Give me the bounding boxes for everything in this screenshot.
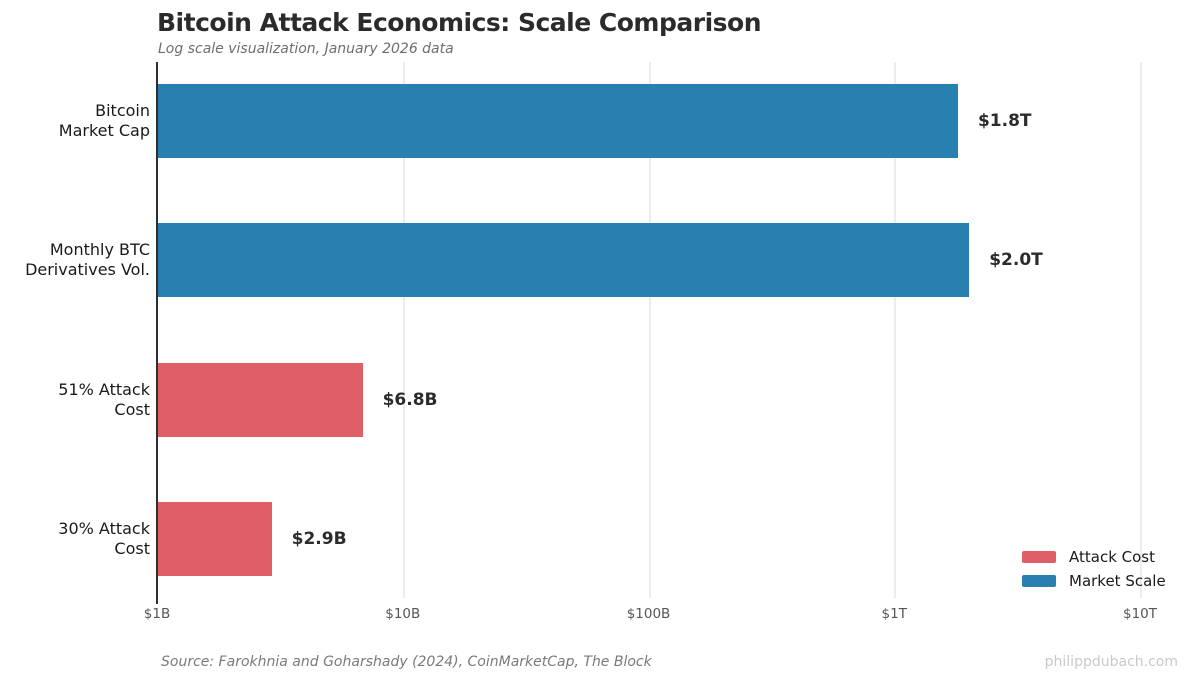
source-note: Source: Farokhnia and Goharshady (2024),… (161, 654, 652, 670)
bar-monthly-btc-derivatives-vol (158, 223, 970, 298)
value-label-51pct-attack-cost: $6.8B (382, 389, 438, 410)
legend-label-market-scale: Market Scale (1069, 572, 1166, 590)
legend-label-attack-cost: Attack Cost (1069, 548, 1156, 566)
ylabel-line: Cost (114, 538, 150, 558)
ylabel-line: Market Cap (58, 121, 150, 140)
gridline-1t (894, 62, 897, 598)
ylabel-monthly-btc-derivatives-vol: Monthly BTC Derivatives Vol. (0, 240, 150, 280)
y-axis-line (156, 62, 158, 604)
gridline-10t (1140, 62, 1142, 598)
ylabel-line: 51% Attack (58, 379, 150, 399)
bar-30pct-attack-cost (158, 501, 272, 576)
bar-bitcoin-market-cap (158, 84, 958, 158)
ylabel-line: 30% Attack (58, 518, 150, 538)
xtick-1b: $1B (143, 606, 171, 622)
ylabel-line: Cost (114, 399, 150, 419)
xtick-10t: $10T (1122, 606, 1158, 622)
legend-swatch-attack-cost-icon (1022, 551, 1056, 563)
bar-51pct-attack-cost (158, 362, 363, 437)
plot-area: $1.8T $2.0T $6.8B $2.9B (156, 62, 1147, 604)
ylabel-line: Derivatives Vol. (25, 260, 150, 280)
ylabel-line: Bitcoin (95, 101, 150, 120)
chart-subtitle: Log scale visualization, January 2026 da… (158, 41, 454, 57)
xtick-10b: $10B (385, 606, 421, 622)
ylabel-30pct-attack-cost: 30% Attack Cost (0, 519, 150, 559)
legend-item-market-scale: Market Scale (1022, 569, 1166, 593)
value-label-30pct-attack-cost: $2.9B (291, 528, 347, 549)
legend: Attack Cost Market Scale (1022, 545, 1166, 593)
value-label-bitcoin-market-cap: $1.8T (977, 111, 1032, 131)
watermark: philippdubach.com (1044, 654, 1178, 670)
legend-item-attack-cost: Attack Cost (1022, 545, 1166, 569)
gridline-100b (648, 62, 651, 598)
xtick-100b: $100B (626, 606, 671, 622)
gridline-10b (402, 62, 405, 598)
chart-title: Bitcoin Attack Economics: Scale Comparis… (157, 8, 762, 37)
xtick-1t: $1T (881, 606, 907, 622)
ylabel-51pct-attack-cost: 51% Attack Cost (0, 380, 150, 420)
ylabel-line: Monthly BTC (49, 240, 150, 260)
ylabel-bitcoin-market-cap: Bitcoin Market Cap (0, 101, 150, 141)
legend-swatch-market-scale-icon (1022, 575, 1056, 587)
value-label-monthly-btc-derivatives-vol: $2.0T (989, 250, 1043, 271)
